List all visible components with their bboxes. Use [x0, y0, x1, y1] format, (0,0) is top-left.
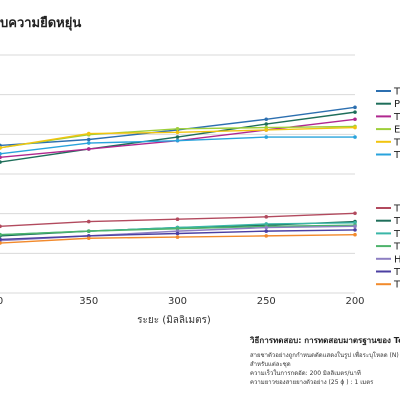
x-axis-label: ระยะ (มิลลิเมตร) — [137, 315, 211, 326]
series — [0, 125, 357, 150]
data-point — [0, 160, 2, 164]
data-point — [264, 234, 269, 238]
legend-label: T — [393, 137, 400, 148]
legend-label: T — [393, 267, 400, 278]
legend-label: T — [393, 150, 400, 161]
data-point — [175, 231, 180, 236]
data-point — [353, 125, 357, 130]
legend-label: T — [393, 216, 400, 227]
x-tick-labels: 0 350 300 250 200 — [0, 296, 365, 307]
data-point — [353, 117, 357, 122]
legend-label: T — [393, 242, 400, 253]
data-point — [353, 232, 357, 237]
x-tick-label: 250 — [257, 296, 276, 307]
data-point — [353, 110, 357, 114]
method-line-2: สำหรับแต่ละชุด — [250, 361, 291, 368]
data-point — [264, 225, 269, 230]
x-tick-label: 200 — [345, 296, 364, 307]
data-point — [86, 137, 91, 142]
chart-title: บความยืดหยุ่น — [0, 15, 81, 31]
method-line-1: สายชาตัวอย่างถูกกำหนดตัดแสดงในรูป เพื่อร… — [250, 351, 399, 359]
data-point — [0, 151, 2, 156]
data-point — [0, 224, 2, 229]
data-point — [353, 105, 357, 110]
data-point — [264, 117, 269, 122]
legend-label: T — [393, 229, 400, 240]
data-point — [86, 141, 91, 145]
data-point — [0, 241, 2, 245]
method-line-3: ความเร็วในการกดอัด: 200 มิลลิเมตร/นาที — [250, 368, 361, 377]
data-point — [353, 224, 357, 229]
legend-label: E — [394, 125, 400, 136]
gridlines — [0, 54, 355, 294]
test-method-notes: วิธีการทดสอบ: การทดสอบมาตรฐานของ Toyox ส… — [249, 335, 400, 386]
legend-label: T — [393, 112, 400, 123]
data-point — [0, 232, 2, 237]
data-point — [0, 155, 2, 160]
series — [0, 135, 357, 156]
data-point — [86, 131, 91, 136]
data-point — [353, 135, 357, 139]
data-point — [0, 146, 2, 150]
legend-label: T — [393, 204, 400, 215]
data-point — [86, 236, 91, 241]
data-point — [175, 130, 180, 135]
data-point — [86, 219, 91, 224]
data-point — [264, 229, 269, 233]
data-point — [264, 135, 269, 139]
data-point — [86, 147, 91, 151]
data-point — [264, 128, 269, 132]
data-point — [175, 135, 180, 139]
data-point — [86, 229, 91, 233]
data-point — [0, 237, 2, 242]
series — [0, 232, 357, 245]
legend-label: P — [394, 99, 400, 110]
data-point — [264, 122, 269, 126]
data-point — [175, 126, 180, 131]
series-lines — [0, 105, 357, 245]
method-title: วิธีการทดสอบ: การทดสอบมาตรฐานของ Toyox — [249, 335, 400, 346]
method-line-4: ความยาวของสายยางตัวอย่าง (25 ϕ ) : 1 เมต… — [250, 379, 374, 386]
legend-label: H — [394, 254, 400, 265]
x-tick-label: 350 — [79, 296, 98, 307]
data-point — [353, 228, 357, 232]
data-point — [175, 217, 180, 222]
legend-label: T — [393, 87, 400, 98]
data-point — [264, 215, 269, 219]
legend-label: T — [393, 280, 400, 291]
data-point — [175, 138, 180, 143]
x-tick-label: 300 — [168, 296, 187, 307]
data-point — [353, 211, 357, 216]
series — [0, 211, 357, 229]
data-point — [175, 235, 180, 239]
x-tick-label: 0 — [0, 296, 3, 307]
